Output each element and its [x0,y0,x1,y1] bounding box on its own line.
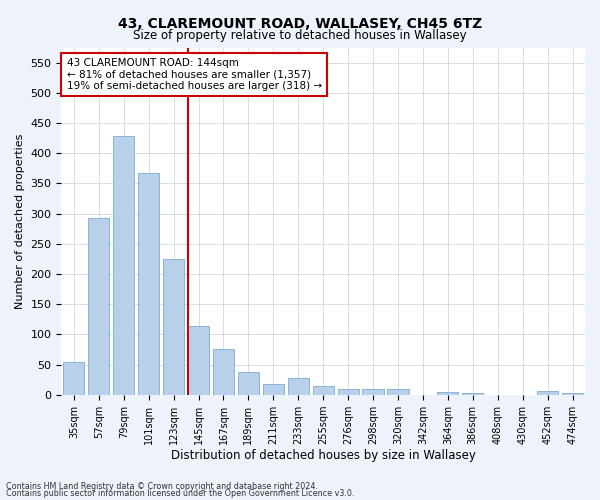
Bar [163,259,184,394]
X-axis label: Distribution of detached houses by size in Wallasey: Distribution of detached houses by size … [171,450,476,462]
Y-axis label: Number of detached properties: Number of detached properties [15,134,25,309]
Bar [138,173,159,394]
Bar [113,136,134,394]
Bar [338,388,359,394]
Bar [238,372,259,394]
Bar [462,393,484,394]
Text: 43 CLAREMOUNT ROAD: 144sqm
← 81% of detached houses are smaller (1,357)
19% of s: 43 CLAREMOUNT ROAD: 144sqm ← 81% of deta… [67,58,322,91]
Bar [213,350,234,395]
Text: Contains HM Land Registry data © Crown copyright and database right 2024.: Contains HM Land Registry data © Crown c… [6,482,318,491]
Bar [313,386,334,394]
Bar [362,388,383,394]
Bar [63,362,85,394]
Text: Contains public sector information licensed under the Open Government Licence v3: Contains public sector information licen… [6,489,355,498]
Bar [562,393,583,394]
Text: Size of property relative to detached houses in Wallasey: Size of property relative to detached ho… [133,29,467,42]
Bar [188,326,209,394]
Bar [263,384,284,394]
Bar [287,378,309,394]
Bar [437,392,458,394]
Bar [388,388,409,394]
Bar [537,391,558,394]
Bar [88,218,109,394]
Text: 43, CLAREMOUNT ROAD, WALLASEY, CH45 6TZ: 43, CLAREMOUNT ROAD, WALLASEY, CH45 6TZ [118,18,482,32]
